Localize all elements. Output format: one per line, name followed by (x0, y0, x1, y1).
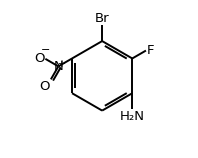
Text: Br: Br (95, 12, 109, 25)
Text: F: F (147, 44, 154, 57)
Text: N: N (53, 60, 63, 73)
Text: H₂N: H₂N (120, 110, 145, 123)
Text: O: O (34, 52, 44, 65)
Text: +: + (57, 58, 65, 69)
Text: O: O (39, 80, 50, 93)
Text: −: − (40, 45, 50, 55)
